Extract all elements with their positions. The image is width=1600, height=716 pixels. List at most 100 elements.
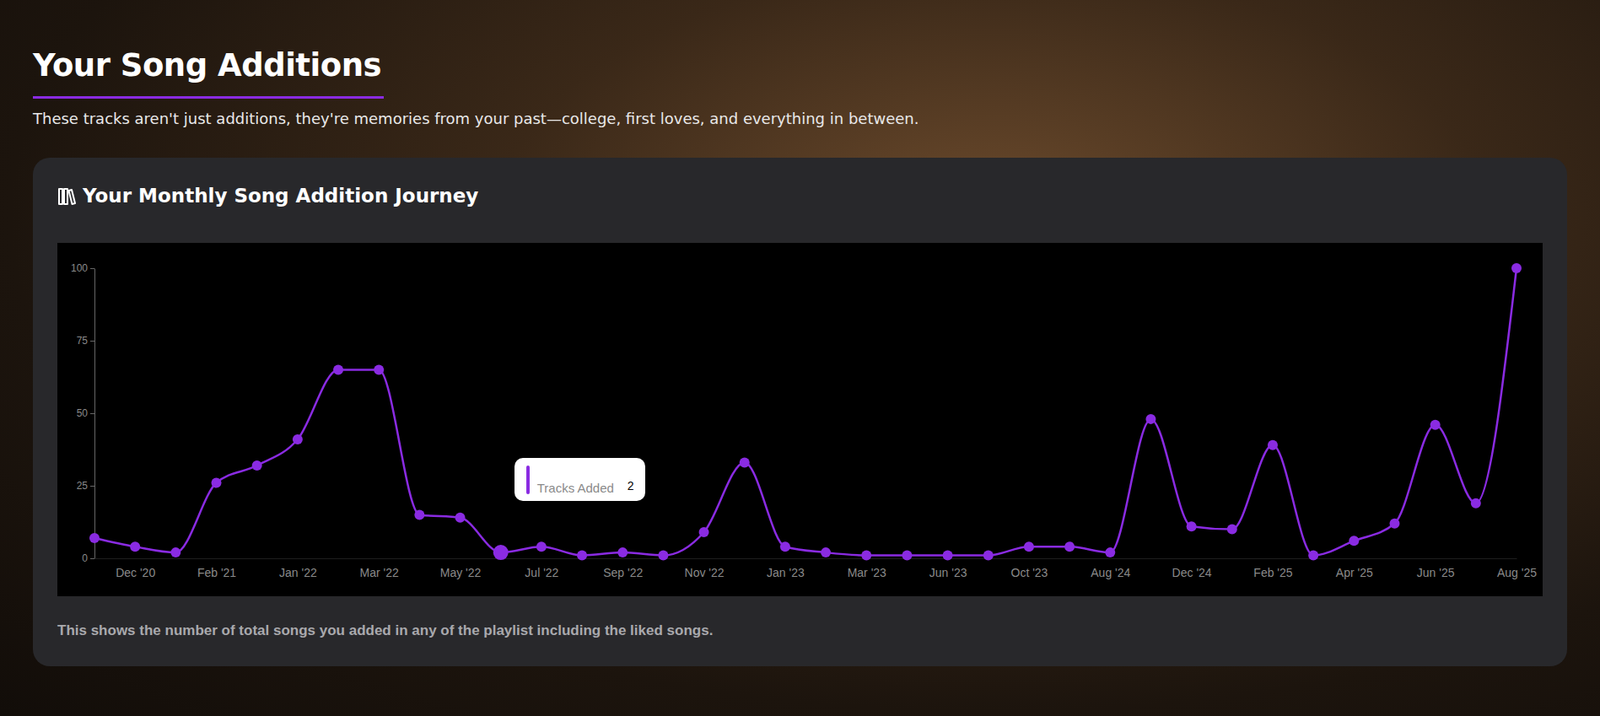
series-point[interactable] [1064, 541, 1075, 552]
x-tick: Jun '23 [929, 558, 968, 580]
x-tick: Feb '21 [197, 558, 237, 580]
page-subtitle: These tracks aren't just additions, they… [32, 109, 919, 128]
x-tick: Mar '22 [360, 558, 399, 580]
series-point[interactable] [901, 550, 912, 561]
series-point[interactable] [576, 550, 588, 561]
tooltip-value: 2 [627, 479, 635, 493]
series-point[interactable] [211, 478, 222, 489]
series-point[interactable] [1308, 550, 1319, 561]
page-title: Your Song Additions [32, 47, 382, 84]
y-tick-mark [90, 268, 95, 270]
x-tick-label: Mar '22 [360, 565, 399, 580]
tooltip-label: Tracks Added [537, 480, 615, 496]
x-tick: Nov '22 [684, 558, 725, 580]
y-axis-line [94, 269, 96, 560]
x-tick-label: Mar '23 [847, 565, 887, 580]
y-tick: 75 [76, 334, 95, 347]
tooltip-swatch [526, 465, 530, 495]
y-tick-label: 50 [76, 407, 89, 420]
series-point[interactable] [493, 544, 509, 561]
series-point[interactable] [1430, 420, 1441, 431]
x-tick-label: Sep '22 [603, 565, 643, 580]
series-point[interactable] [1227, 524, 1238, 535]
y-tick: 25 [76, 479, 95, 492]
series-point[interactable] [861, 550, 872, 561]
series-point[interactable] [1470, 498, 1482, 509]
x-tick: May '22 [440, 558, 482, 580]
chart-title: Your Monthly Song Addition Journey [82, 184, 479, 207]
x-tick: Dec '20 [115, 558, 156, 580]
series-point[interactable] [89, 533, 100, 544]
series-point[interactable] [617, 547, 628, 558]
y-tick-mark [90, 485, 95, 487]
series-point[interactable] [1389, 518, 1400, 529]
x-tick: Aug '25 [1497, 558, 1537, 580]
series-point[interactable] [1104, 547, 1116, 558]
x-tick-label: Dec '20 [115, 565, 156, 580]
library-icon [57, 187, 76, 206]
x-tick-label: Apr '25 [1336, 565, 1374, 580]
x-tick-label: Jul '22 [524, 565, 559, 580]
title-underline [32, 96, 384, 99]
series-point[interactable] [1348, 535, 1359, 546]
y-tick: 0 [81, 552, 95, 565]
x-tick: Jan '23 [766, 558, 805, 580]
y-axis: 0 25 50 75 100 [70, 262, 96, 565]
y-tick-mark [90, 340, 95, 342]
y-tick-label: 75 [76, 334, 89, 347]
series-point[interactable] [983, 550, 994, 561]
x-tick-label: Aug '25 [1497, 565, 1537, 580]
x-tick-label: Jun '25 [1416, 565, 1455, 580]
series-point[interactable] [129, 541, 141, 552]
x-tick-label: Jan '23 [766, 565, 805, 580]
series-point[interactable] [1186, 521, 1197, 532]
series-point[interactable] [252, 460, 263, 471]
series-point[interactable] [455, 512, 466, 523]
x-axis: Dec '20 Feb '21 Jan '22 Mar '22 May '22 Jul '… [95, 558, 1538, 580]
series-point[interactable] [1023, 541, 1035, 552]
x-tick: Jan '22 [279, 558, 318, 580]
chart-svg: 0 25 50 75 100 Dec '20 Feb '21 Jan '22 Mar '22 Ma… [57, 242, 1543, 597]
series-point[interactable] [820, 547, 831, 558]
series-point[interactable] [739, 457, 750, 468]
x-tick-label: Aug '24 [1090, 565, 1131, 580]
x-tick-label: Dec '24 [1172, 565, 1213, 580]
x-axis-line [95, 558, 1518, 560]
tooltip: Tracks Added 2 [514, 457, 646, 502]
x-tick-label: Feb '21 [197, 565, 237, 580]
y-tick-mark [90, 558, 95, 560]
series-point[interactable] [373, 364, 384, 375]
series-point[interactable] [780, 541, 791, 552]
x-tick-label: Jun '23 [929, 565, 968, 580]
x-tick: Feb '25 [1253, 558, 1293, 580]
series-point[interactable] [1511, 263, 1522, 274]
y-tick-label: 0 [81, 552, 88, 565]
x-tick-label: Feb '25 [1253, 565, 1293, 580]
x-tick: Mar '23 [847, 558, 887, 580]
series-point[interactable] [292, 434, 303, 445]
x-tick: Sep '22 [603, 558, 643, 580]
series-point[interactable] [942, 550, 954, 561]
series-point[interactable] [1145, 414, 1156, 425]
series-point[interactable] [333, 364, 344, 375]
x-tick-label: Jan '22 [279, 565, 318, 580]
series-point[interactable] [657, 550, 669, 561]
chart-panel: 0 25 50 75 100 Dec '20 Feb '21 Jan '22 Mar '22 Ma… [57, 242, 1543, 597]
y-tick-label: 100 [70, 262, 88, 275]
series-point[interactable] [699, 527, 710, 538]
x-tick: Jun '25 [1416, 558, 1455, 580]
x-tick-label: Oct '23 [1010, 565, 1048, 580]
series-line [94, 268, 1517, 556]
series-point[interactable] [536, 541, 547, 552]
x-tick: Aug '24 [1090, 558, 1131, 580]
chart-footnote: This shows the number of total songs you… [57, 622, 713, 640]
x-tick: Jul '22 [524, 558, 559, 580]
x-tick-label: Nov '22 [684, 565, 725, 580]
x-tick: Oct '23 [1010, 558, 1048, 580]
y-tick-mark [90, 413, 95, 415]
series-point[interactable] [414, 509, 425, 520]
series-point[interactable] [170, 547, 181, 558]
series-point[interactable] [1267, 440, 1278, 451]
x-tick: Apr '25 [1336, 558, 1374, 580]
y-tick: 50 [76, 407, 95, 420]
